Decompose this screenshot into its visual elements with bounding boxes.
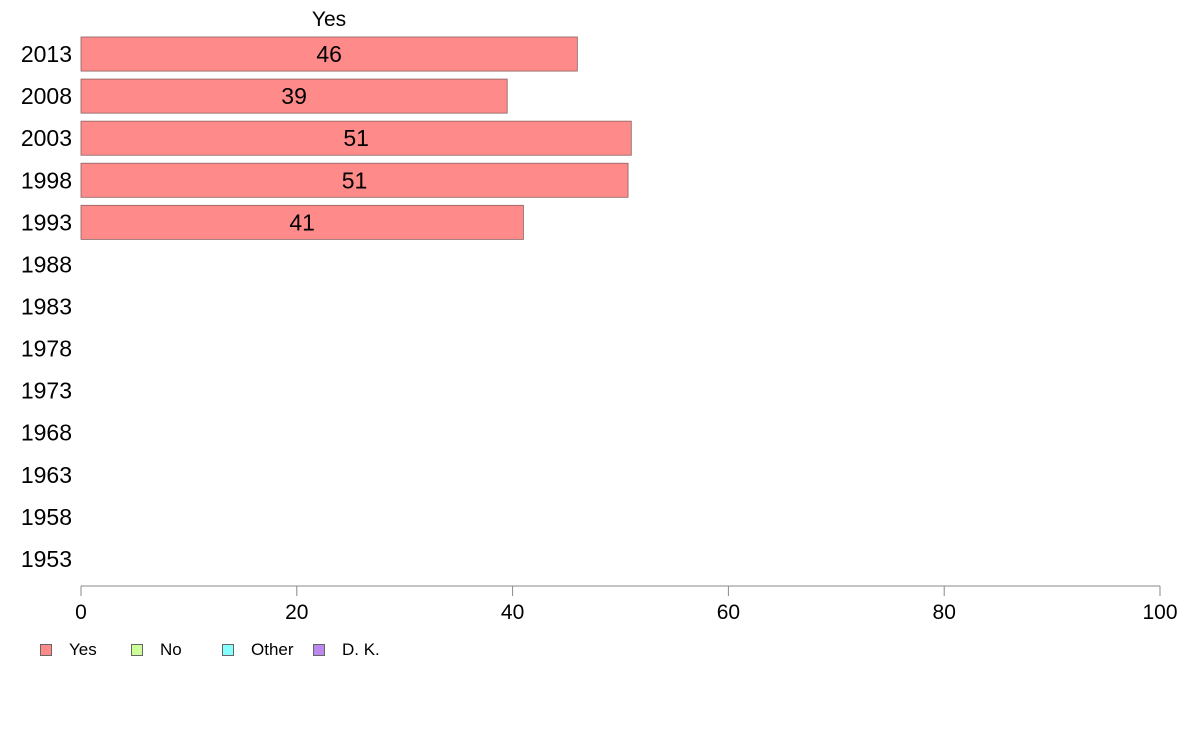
y-tick-label-1998: 1998: [21, 167, 72, 193]
legend-label-other: Other: [251, 640, 294, 659]
legend-item-no: No: [131, 640, 222, 660]
bar-1993: [80, 204, 524, 240]
bars-group: [80, 36, 632, 240]
data-label-1998: 51: [342, 167, 368, 193]
y-tick-label-1978: 1978: [21, 336, 72, 362]
bar-2013: [80, 36, 578, 72]
y-tick-label-2008: 2008: [21, 83, 72, 109]
legend-item-dk: D. K.: [313, 640, 380, 660]
data-label-2003: 51: [343, 125, 369, 151]
y-tick-label-1983: 1983: [21, 294, 72, 320]
data-labels-group: 46 39 51 51 41: [281, 41, 369, 235]
y-tick-label-1968: 1968: [21, 420, 72, 446]
bar-1998: [80, 162, 629, 198]
x-tick-label-20: 20: [285, 601, 308, 624]
x-tick-label-40: 40: [501, 601, 524, 624]
legend-label-no: No: [160, 640, 182, 659]
y-tick-label-2003: 2003: [21, 125, 72, 151]
x-axis: 0 20 40 60 80 100: [75, 585, 1178, 624]
y-tick-label-2013: 2013: [21, 41, 72, 67]
x-tick-label-100: 100: [1142, 601, 1177, 624]
chart-header: Yes: [312, 8, 346, 31]
x-tick-label-80: 80: [933, 601, 956, 624]
data-label-1993: 41: [289, 209, 315, 235]
data-label-2008: 39: [281, 83, 307, 109]
x-tick-label-0: 0: [75, 601, 87, 624]
legend-item-yes: Yes: [40, 640, 131, 660]
y-tick-label-1963: 1963: [21, 462, 72, 488]
legend: Yes No Other D. K.: [40, 640, 380, 660]
legend-swatch-other: [222, 644, 234, 656]
legend-swatch-dk: [313, 644, 325, 656]
y-axis-labels: 2013 2008 2003 1998 1993 1988 1983 1978 1973 1968…: [21, 41, 72, 572]
legend-swatch-no: [131, 644, 143, 656]
bar-2003: [80, 120, 632, 156]
y-tick-label-1953: 1953: [21, 546, 72, 572]
y-tick-label-1993: 1993: [21, 209, 72, 235]
legend-item-other: Other: [222, 640, 313, 660]
bar-2008: [80, 78, 508, 114]
y-tick-label-1988: 1988: [21, 251, 72, 277]
data-label-2013: 46: [316, 41, 342, 67]
x-tick-label-60: 60: [717, 601, 740, 624]
legend-swatch-yes: [40, 644, 52, 656]
y-tick-label-1958: 1958: [21, 504, 72, 530]
legend-label-dk: D. K.: [342, 640, 380, 659]
legend-label-yes: Yes: [69, 640, 97, 659]
y-tick-label-1973: 1973: [21, 378, 72, 404]
